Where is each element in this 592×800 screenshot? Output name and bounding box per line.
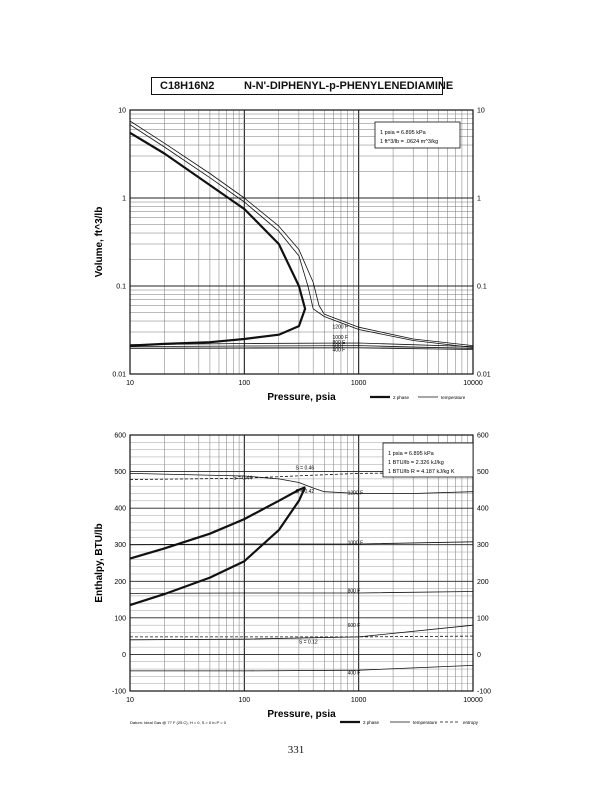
y-tick-label-right: 600	[477, 433, 489, 440]
legend-label: temperature	[441, 395, 466, 400]
series-line-temperature	[129, 541, 474, 546]
y-tick-label: 0.01	[112, 372, 126, 379]
y-tick-label-right: 100	[477, 615, 489, 622]
curve-label: S = 0.46	[295, 466, 314, 472]
y-tick-label-right: 10	[477, 108, 485, 115]
notes-box	[374, 121, 461, 149]
curve-label: 800 F	[348, 588, 361, 594]
y-tick-label: 300	[114, 542, 126, 549]
conversion-note: 1 psia = 6.895 kPa	[380, 130, 427, 136]
conversion-note: 1 psia = 6.895 kPa	[388, 451, 435, 457]
series-line-temperature	[129, 342, 474, 347]
series-line-2-phase	[129, 131, 307, 347]
page-number: 331	[287, 744, 305, 756]
curve-label: S = 0.42	[295, 489, 314, 495]
y-tick-label: 1	[122, 196, 126, 203]
y-tick-label-right: 500	[477, 469, 489, 476]
curve-label: 1000 F	[332, 335, 348, 341]
curve-label: 800 F	[332, 340, 345, 346]
legend-label: 2 phase	[393, 395, 410, 400]
curve-label: 1200 F	[348, 491, 364, 497]
y-tick-label-right: 0.01	[477, 372, 491, 379]
y-tick-label-right: 1	[477, 196, 481, 203]
curve-label: 600 F	[332, 344, 345, 350]
curve-label: 400 F	[348, 671, 361, 677]
curve-label: 1200 F	[332, 324, 348, 330]
conversion-note: 1 BTU/lb R = 4.187 kJ/kg K	[388, 469, 455, 475]
y-axis-label: Enthalpy, BTU/lb	[94, 523, 105, 602]
x-axis-label: Pressure, psia	[267, 709, 336, 720]
legend-label: entropy	[463, 720, 479, 725]
y-tick-label-right: 300	[477, 542, 489, 549]
curve-label: S = 0.44	[233, 476, 252, 482]
series-line-temperature	[130, 665, 474, 672]
chemical-formula: C18H16N2	[160, 80, 215, 92]
x-axis-label: Pressure, psia	[267, 392, 336, 403]
x-tick-label: 1000	[351, 380, 367, 387]
y-tick-label: 10	[118, 108, 126, 115]
plot-frame	[129, 109, 474, 375]
plot-frame	[129, 434, 474, 692]
series-line-temperature	[129, 124, 474, 348]
chart-title-box: C18H16N2 N-N'-DIPHENYL-p-PHENYLENEDIAMIN…	[151, 77, 453, 95]
y-tick-label-right: 400	[477, 506, 489, 513]
curve-label: 600 F	[348, 623, 361, 629]
y-tick-label: 400	[114, 506, 126, 513]
x-tick-label: 10000	[463, 380, 483, 387]
y-tick-label: 500	[114, 469, 126, 476]
curve-label: S = 0.12	[299, 639, 318, 645]
x-tick-label: 10	[126, 697, 134, 704]
conversion-note: 1 ft^3/lb = .0624 m^3/kg	[380, 139, 438, 145]
series-line-temperature	[129, 624, 474, 641]
x-tick-label: 10	[126, 380, 134, 387]
y-tick-label-right: 200	[477, 579, 489, 586]
y-tick-label-right: 0.1	[477, 284, 487, 291]
x-tick-label: 100	[238, 697, 250, 704]
curve-label: 1000 F	[348, 541, 364, 547]
series-line-temperature	[129, 591, 474, 594]
y-tick-label: 200	[114, 579, 126, 586]
y-axis-label: Volume, ft^3/lb	[94, 207, 105, 278]
x-tick-label: 100	[238, 380, 250, 387]
x-tick-label: 10000	[463, 697, 483, 704]
series-line-temperature	[129, 347, 474, 350]
series-line-entropy	[130, 635, 474, 638]
y-tick-label: 0	[122, 652, 126, 659]
curve-label: 400 F	[332, 348, 345, 354]
notes-box	[382, 442, 474, 478]
conversion-note: 1 BTU/lb = 2.326 kJ/kg	[388, 460, 444, 466]
y-tick-label-right: 0	[477, 652, 481, 659]
compound-name: N-N'-DIPHENYL-p-PHENYLENEDIAMINE	[244, 80, 454, 92]
series-line-2-phase	[129, 486, 307, 607]
y-tick-label: 0.1	[116, 284, 126, 291]
y-tick-label: 100	[114, 615, 126, 622]
series-line-temperature	[129, 345, 474, 349]
y-tick-label-right: -100	[477, 689, 491, 696]
series-line-temperature	[129, 473, 474, 494]
y-tick-label: -100	[112, 689, 126, 696]
x-tick-label: 1000	[351, 697, 367, 704]
legend-label: temperature	[413, 720, 438, 725]
legend-label: 2 phase	[363, 720, 380, 725]
datum-footnote: Datum: Ideal Gas @ 77 F (25 C), H = 0, S…	[130, 720, 227, 725]
series-line-temperature	[129, 120, 474, 346]
series-line-2-phase	[129, 486, 306, 560]
y-tick-label: 600	[114, 433, 126, 440]
